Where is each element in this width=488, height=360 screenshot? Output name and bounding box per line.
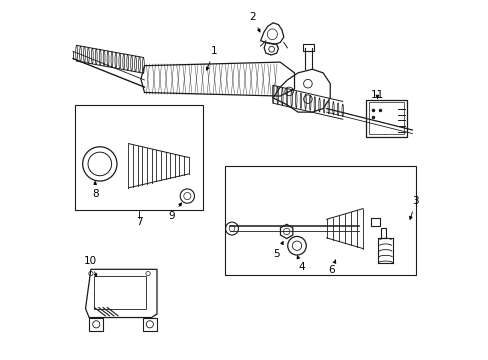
Bar — [224, 166, 415, 275]
Bar — [303, 44, 313, 51]
Text: 5: 5 — [273, 242, 283, 259]
Text: 11: 11 — [370, 90, 383, 100]
Text: 3: 3 — [409, 197, 418, 219]
Text: 4: 4 — [296, 256, 305, 272]
Text: 9: 9 — [167, 203, 181, 221]
Bar — [381, 228, 385, 238]
Text: 1: 1 — [206, 46, 217, 70]
Text: 6: 6 — [328, 260, 335, 275]
Bar — [368, 103, 404, 134]
Bar — [365, 100, 406, 137]
Text: 7: 7 — [136, 217, 142, 227]
Bar — [75, 105, 203, 210]
Bar — [94, 276, 146, 309]
Text: 8: 8 — [92, 182, 98, 199]
Text: 10: 10 — [83, 256, 97, 276]
Bar — [142, 318, 157, 331]
Bar — [370, 217, 380, 226]
Text: 2: 2 — [249, 13, 260, 32]
Bar — [89, 318, 103, 331]
